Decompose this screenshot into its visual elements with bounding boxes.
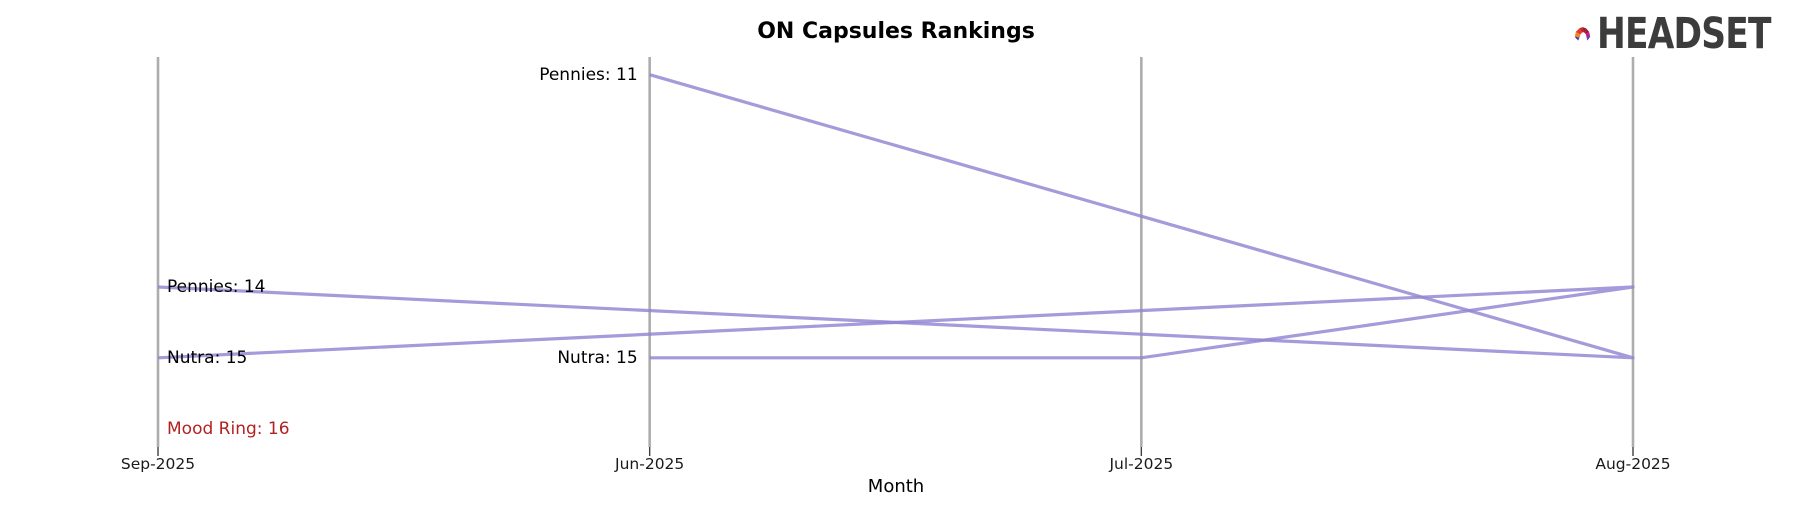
x-tick-label-jun-2025: Jun-2025 — [615, 455, 685, 473]
point-label-pennies-14: Pennies: 14 — [167, 276, 266, 297]
x-axis-title: Month — [867, 476, 925, 497]
point-label-nutra-15: Nutra: 15 — [557, 347, 638, 368]
point-label-pennies-11: Pennies: 11 — [539, 64, 638, 85]
headset-logo-text: HEADSET — [1596, 9, 1771, 59]
headset-logo: HEADSET — [1574, 6, 1814, 62]
x-tick-label-jul-2025: Jul-2025 — [1109, 455, 1174, 473]
ranking-line-nutra — [157, 285, 1635, 360]
x-tick-label-aug-2025: Aug-2025 — [1595, 455, 1671, 473]
headset-logo-icon — [1574, 27, 1591, 41]
ranking-line-pennies — [157, 73, 1635, 360]
point-label-nutra-15: Nutra: 15 — [167, 347, 248, 368]
x-tick-label-sep-2025: Sep-2025 — [120, 455, 196, 473]
chart-title: ON Capsules Rankings — [757, 19, 1035, 44]
point-label-mood-ring-16: Mood Ring: 16 — [167, 418, 290, 439]
